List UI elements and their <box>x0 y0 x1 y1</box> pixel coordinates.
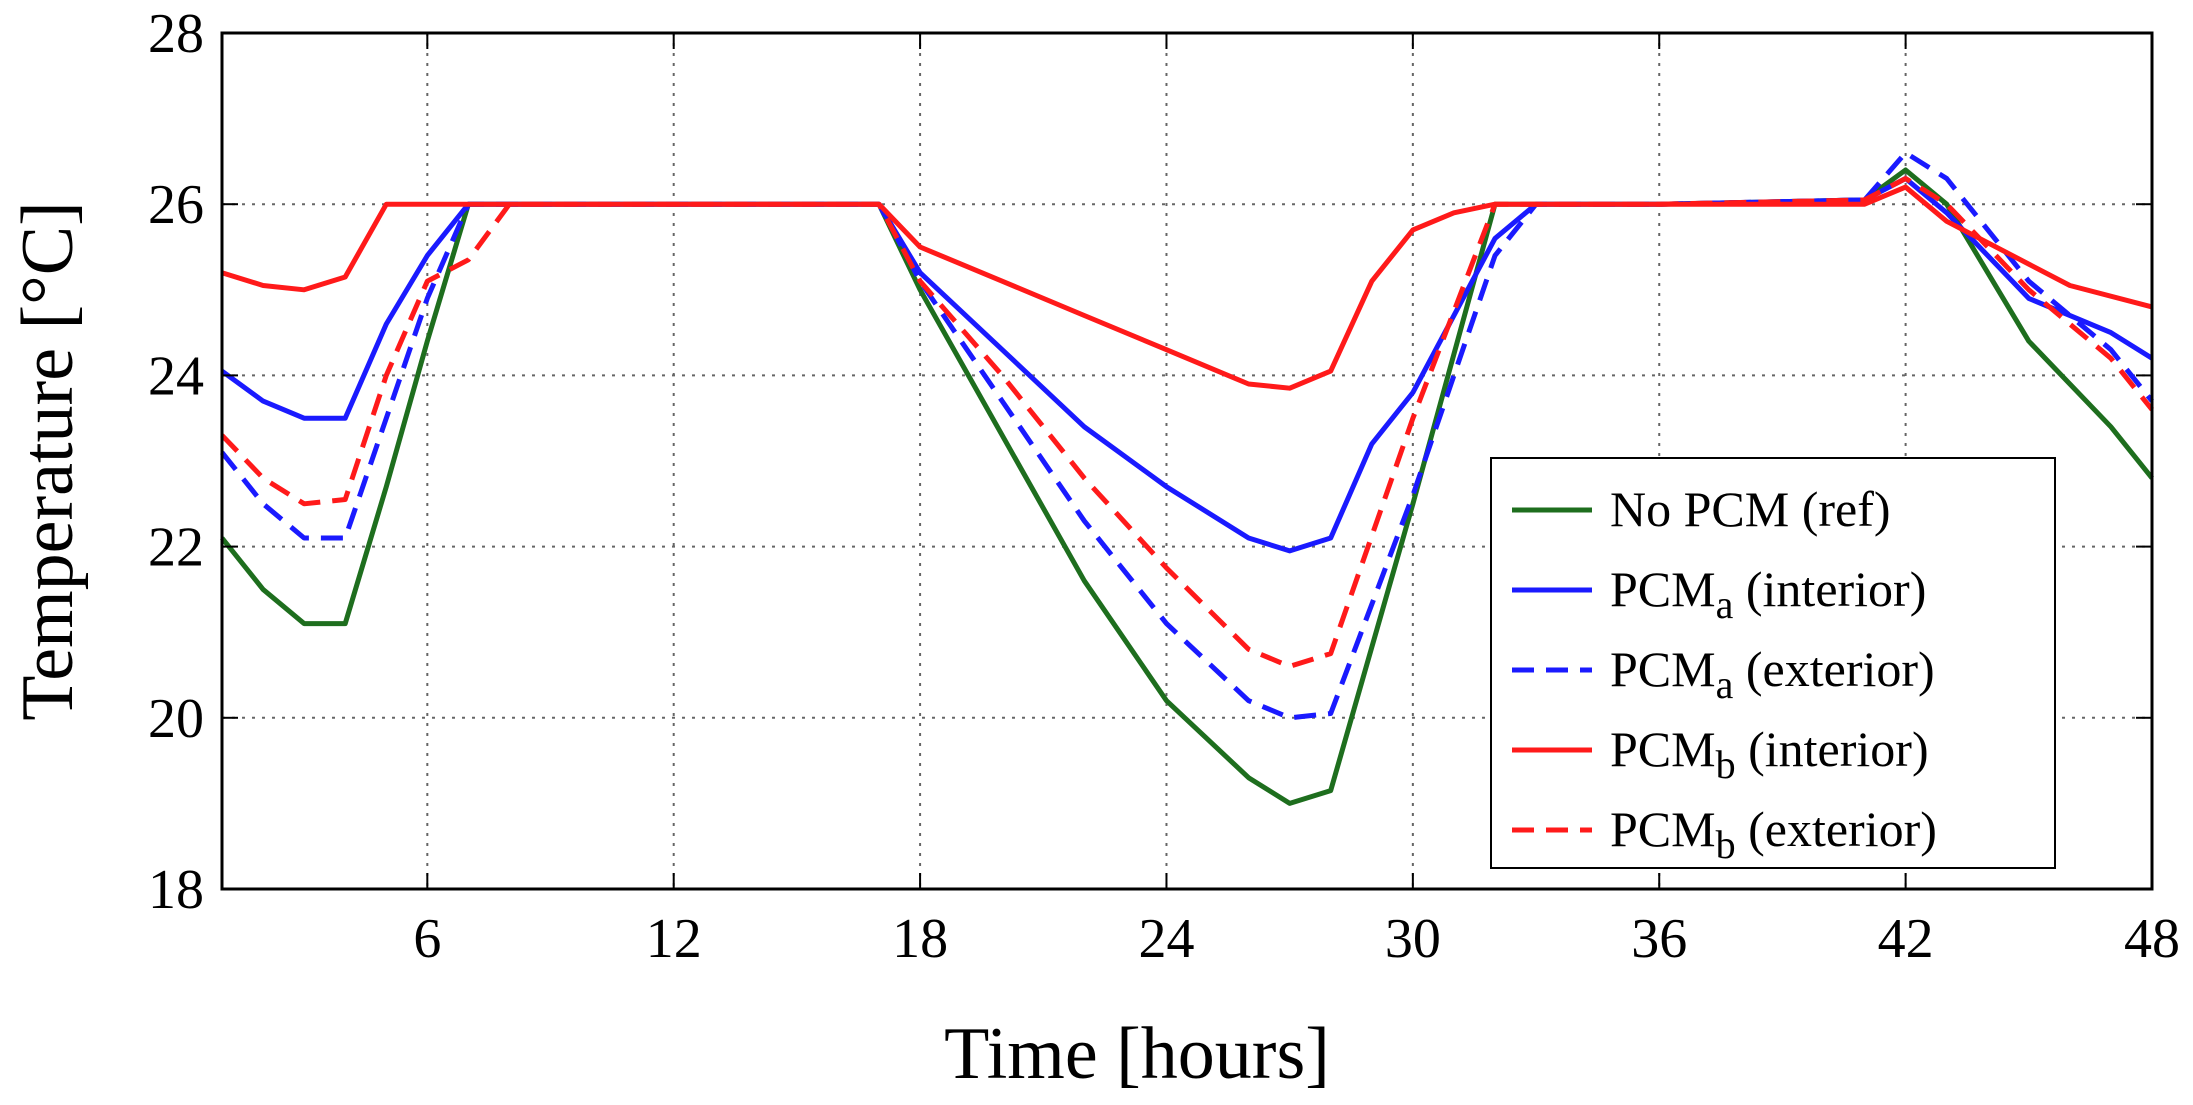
y-tick-label: 26 <box>148 174 204 236</box>
x-tick-label: 48 <box>2124 908 2180 970</box>
y-tick-labels: 18 20 22 24 26 28 <box>148 3 204 921</box>
legend-label: No PCM (ref) <box>1610 481 1891 537</box>
x-tick-label: 30 <box>1385 908 1441 970</box>
y-tick-label: 22 <box>148 517 204 579</box>
legend-label: PCMa (exterior) <box>1610 641 1935 707</box>
legend-label: PCMb (exterior) <box>1610 801 1937 867</box>
axis-ticks <box>222 32 2153 890</box>
legend-label: PCMa (interior) <box>1610 561 1926 627</box>
y-axis-title: Temperature [°C] <box>7 201 89 721</box>
y-tick-label: 18 <box>148 859 204 921</box>
series-lines <box>220 150 2154 806</box>
legend-entries: No PCM (ref) PCMa (interior) PCMa (exterio… <box>1512 481 1937 867</box>
legend-box <box>1490 457 2056 869</box>
x-tick-label: 42 <box>1878 908 1934 970</box>
series-line-3 <box>220 150 2154 721</box>
series-line-5 <box>220 176 2154 669</box>
plot-frame <box>220 31 2154 891</box>
x-tick-label: 18 <box>892 908 948 970</box>
x-tick-label: 36 <box>1631 908 1687 970</box>
y-tick-label: 24 <box>148 345 204 407</box>
legend-label: PCMb (interior) <box>1610 721 1929 787</box>
y-tick-label: 20 <box>148 688 204 750</box>
series-line-4 <box>221 184 2153 391</box>
x-tick-labels: 6 12 18 24 30 36 42 48 <box>413 908 2180 970</box>
y-tick-label: 28 <box>148 3 204 65</box>
legend: No PCM (ref) PCMa (interior) PCMa (exterio… <box>1490 457 2056 869</box>
series-line-1 <box>220 167 2154 806</box>
x-tick-label: 6 <box>413 908 441 970</box>
x-tick-label: 12 <box>646 908 702 970</box>
x-tick-label: 24 <box>1138 908 1194 970</box>
x-axis-title: Time [hours] <box>944 1013 1330 1095</box>
